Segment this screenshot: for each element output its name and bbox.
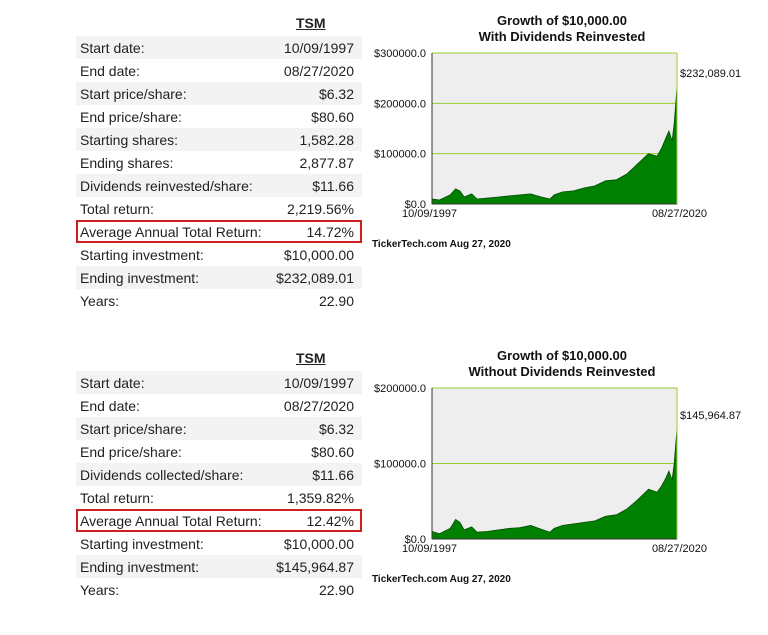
row-value: 12.42% — [306, 512, 354, 529]
chart-credit: TickerTech.com Aug 27, 2020 — [372, 574, 511, 585]
highlighted-row-avg-annual-return: Average Annual Total Return: 12.42% — [76, 509, 362, 532]
table-row: Start date: 10/09/1997 — [76, 371, 362, 394]
row-value: 1,582.28 — [299, 131, 355, 148]
row-value: $6.32 — [318, 420, 354, 437]
row-label: End price/share: — [80, 443, 182, 460]
y-tick-label: $200000.0 — [374, 383, 426, 395]
row-label: Start date: — [80, 374, 145, 391]
stats-table: Start date: 10/09/1997 End date: 08/27/202… — [76, 36, 362, 312]
row-value: $10,000.00 — [283, 246, 354, 263]
x-end-label: 08/27/2020 — [652, 208, 707, 220]
row-label: Years: — [80, 292, 120, 309]
row-value: 2,877.87 — [299, 154, 355, 171]
row-label: Dividends collected/share: — [80, 466, 244, 483]
table-row: Start price/share: $6.32 — [76, 417, 362, 440]
chart-title: Growth of $10,000.00 — [497, 13, 627, 28]
row-value: 08/27/2020 — [283, 62, 354, 79]
row-label: Starting investment: — [80, 246, 204, 263]
row-value: 1,359.82% — [287, 489, 354, 506]
row-value: 10/09/1997 — [283, 39, 354, 56]
row-label: Total return: — [80, 200, 154, 217]
row-value: 14.72% — [306, 223, 354, 240]
row-label: Ending shares: — [80, 154, 174, 171]
row-label: End price/share: — [80, 108, 182, 125]
table-row: Start date: 10/09/1997 — [76, 36, 362, 59]
row-value: 08/27/2020 — [283, 397, 354, 414]
row-value: $232,089.01 — [276, 269, 354, 286]
table-row: Start price/share: $6.32 — [76, 82, 362, 105]
table-row: Dividends collected/share: $11.66 — [76, 463, 362, 486]
table-row: Total return: 1,359.82% — [76, 486, 362, 509]
x-start-label: 10/09/1997 — [402, 208, 457, 220]
row-label: Starting shares: — [80, 131, 179, 148]
growth-area-series — [431, 428, 678, 540]
chart-subtitle: With Dividends Reinvested — [479, 29, 646, 44]
table-row: End price/share: $80.60 — [76, 105, 362, 128]
row-value: 22.90 — [318, 581, 354, 598]
table-row: Years: 22.90 — [76, 289, 362, 312]
row-label: Ending investment: — [80, 558, 200, 575]
table-row: Years: 22.90 — [76, 578, 362, 601]
row-value: $80.60 — [311, 108, 354, 125]
row-label: Start price/share: — [80, 85, 187, 102]
end-value-label: $145,964.87 — [680, 410, 741, 422]
table-row: Ending shares: 2,877.87 — [76, 151, 362, 174]
y-tick-label: $300000.0 — [374, 48, 426, 60]
row-value: $11.66 — [312, 466, 354, 483]
chart-title: Growth of $10,000.00 — [497, 348, 627, 363]
row-label: Years: — [80, 581, 120, 598]
row-label: Average Annual Total Return: — [80, 512, 262, 529]
growth-area-series — [431, 87, 678, 205]
y-tick-label: $0.0 — [405, 199, 426, 211]
row-label: Dividends reinvested/share: — [80, 177, 253, 194]
row-value: $10,000.00 — [283, 535, 354, 552]
row-value: $6.32 — [318, 85, 354, 102]
y-tick-label: $100000.0 — [374, 459, 426, 471]
table-row: Starting investment: $10,000.00 — [76, 243, 362, 266]
table-row: Starting investment: $10,000.00 — [76, 532, 362, 555]
row-value: 2,219.56% — [287, 200, 354, 217]
chart-subtitle: Without Dividends Reinvested — [469, 364, 656, 379]
table-row: Starting shares: 1,582.28 — [76, 128, 362, 151]
row-value: 10/09/1997 — [283, 374, 354, 391]
row-label: Average Annual Total Return: — [80, 223, 262, 240]
row-label: Starting investment: — [80, 535, 204, 552]
table-row: Ending investment: $232,089.01 — [76, 266, 362, 289]
end-value-label: $232,089.01 — [680, 68, 741, 80]
y-tick-label: $0.0 — [405, 534, 426, 546]
row-value: $145,964.87 — [276, 558, 354, 575]
row-label: Start date: — [80, 39, 145, 56]
stats-table: Start date: 10/09/1997 End date: 08/27/202… — [76, 371, 362, 601]
table-row: End price/share: $80.60 — [76, 440, 362, 463]
x-end-label: 08/27/2020 — [652, 543, 707, 555]
row-value: 22.90 — [318, 292, 354, 309]
table-row: Total return: 2,219.56% — [76, 197, 362, 220]
row-label: Ending investment: — [80, 269, 200, 286]
row-value: $80.60 — [311, 443, 354, 460]
row-value: $11.66 — [312, 177, 354, 194]
table-row: Dividends reinvested/share: $11.66 — [76, 174, 362, 197]
row-label: Total return: — [80, 489, 154, 506]
chart-credit: TickerTech.com Aug 27, 2020 — [372, 239, 511, 250]
ticker-label[interactable]: TSM — [296, 350, 326, 366]
ticker-label[interactable]: TSM — [296, 15, 326, 31]
table-row: End date: 08/27/2020 — [76, 394, 362, 417]
table-row: End date: 08/27/2020 — [76, 59, 362, 82]
x-start-label: 10/09/1997 — [402, 543, 457, 555]
y-tick-label: $200000.0 — [374, 98, 426, 110]
y-tick-label: $100000.0 — [374, 149, 426, 161]
highlighted-row-avg-annual-return: Average Annual Total Return: 14.72% — [76, 220, 362, 243]
row-label: End date: — [80, 62, 140, 79]
table-row: Ending investment: $145,964.87 — [76, 555, 362, 578]
row-label: End date: — [80, 397, 140, 414]
row-label: Start price/share: — [80, 420, 187, 437]
